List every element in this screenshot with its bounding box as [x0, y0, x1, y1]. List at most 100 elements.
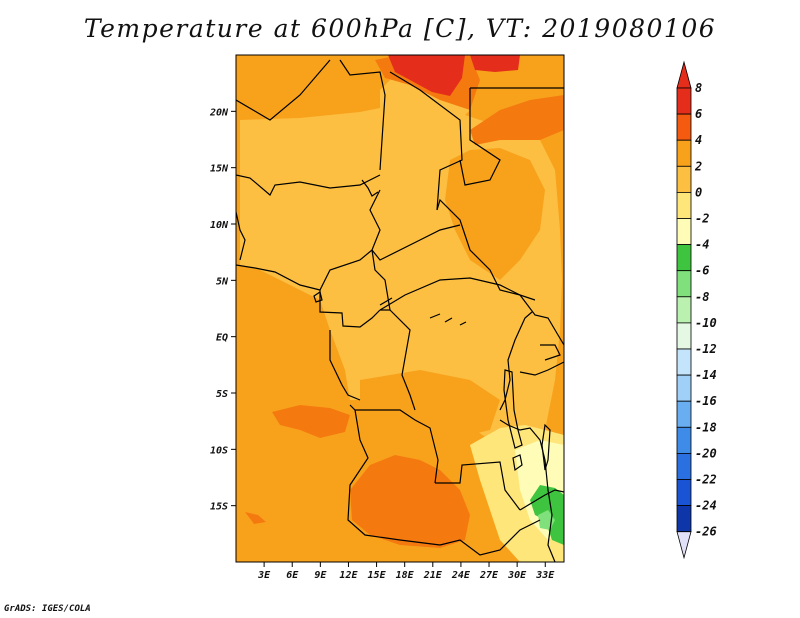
border-line	[519, 361, 564, 376]
lon-tick-label: 27E	[479, 570, 499, 581]
colorbar-swatch	[676, 191, 692, 219]
border-line	[439, 519, 541, 556]
colorbar-label: 4	[695, 133, 702, 147]
colorbar-label: -16	[695, 394, 717, 408]
colorbar-label: -26	[695, 525, 717, 539]
lat-tick-label: 5S	[216, 389, 228, 400]
contour-2-to-4-west	[236, 270, 330, 450]
colorbar-swatch	[676, 400, 692, 428]
contour-2-to-4-center	[360, 370, 500, 445]
colorbar-label: 2	[694, 159, 702, 173]
colorbar-label: -20	[695, 446, 717, 460]
colorbar-label: -10	[695, 316, 717, 330]
border-line	[236, 249, 373, 291]
temperature-field	[236, 55, 564, 562]
colorbar-swatch	[676, 479, 692, 507]
colorbar-swatch	[676, 270, 692, 298]
border-line	[369, 189, 461, 261]
border-line	[329, 330, 361, 401]
lon-tick-label: 33E	[535, 570, 555, 581]
colorbar-swatch	[676, 87, 692, 115]
border-line	[339, 59, 386, 171]
border-line	[436, 198, 536, 301]
border-line	[540, 344, 561, 361]
lon-tick-label: 15E	[368, 570, 387, 581]
border-line	[371, 249, 391, 311]
lat-tick-label: 20N	[209, 107, 229, 118]
border-line	[389, 309, 416, 411]
lake-outline	[541, 423, 551, 471]
colorbar-top-arrow	[676, 60, 692, 89]
contour-4-to-6-sw	[245, 512, 266, 524]
border-line	[379, 277, 521, 311]
lon-tick-label: 6E	[286, 570, 299, 581]
colorbar-label: 0	[695, 185, 702, 199]
colorbar-swatch	[676, 113, 692, 141]
coast-line	[379, 297, 467, 326]
border-line	[347, 409, 441, 546]
contour-4-to-6-south	[350, 455, 470, 548]
colorbar-label: -12	[695, 342, 717, 356]
colorbar-swatch	[676, 374, 692, 402]
border-line	[539, 439, 556, 562]
colorbar: 8 6 4 2 0 -2 -4 -6 -8 -10 -12 -14 -16 -18 -20 -22 -24 -26	[676, 60, 717, 560]
colorbar-swatch	[676, 505, 692, 533]
border-line	[236, 174, 381, 196]
axis-ticks: 3E 6E 9E 12E 15E 18E 21E 24E 27E 30E 33E 20N 15N 10N 5…	[209, 107, 555, 581]
colorbar-label: -14	[695, 368, 717, 382]
contour-4-to-6-west	[272, 405, 350, 438]
border-line	[236, 59, 331, 121]
colorbar-label: -4	[695, 238, 709, 252]
colorbar-swatch	[676, 452, 692, 480]
lon-tick-label: 21E	[423, 570, 443, 581]
lon-tick-label: 12E	[339, 570, 358, 581]
colorbar-swatch	[676, 244, 692, 272]
border-line	[236, 211, 246, 261]
colorbar-label: -18	[695, 420, 717, 434]
lat-tick-label: 10S	[210, 445, 228, 456]
lat-tick-label: 10N	[210, 220, 229, 231]
lon-tick-label: 30E	[507, 570, 527, 581]
lat-tick-label: EQ	[216, 333, 228, 344]
border-line	[519, 294, 564, 346]
colorbar-label: -2	[695, 212, 709, 226]
lon-tick-label: 24E	[451, 570, 471, 581]
lat-tick-label: 15S	[210, 502, 228, 513]
colorbar-swatch	[676, 139, 692, 167]
border-line	[459, 88, 501, 186]
colorbar-swatch	[676, 426, 692, 454]
colorbar-swatch	[676, 296, 692, 324]
border-line	[499, 419, 541, 441]
border-line	[519, 489, 564, 511]
colorbar-label: -24	[695, 499, 717, 513]
colorbar-swatch	[676, 165, 692, 193]
lon-tick-label: 18E	[396, 570, 415, 581]
lake-outline	[503, 369, 523, 449]
colorbar-swatch	[676, 322, 692, 350]
contour-4-to-6-ne	[470, 95, 564, 145]
colorbar-swatch	[676, 218, 692, 246]
border-line	[361, 179, 379, 197]
colorbar-label: 6	[695, 107, 702, 121]
lat-tick-label: 5N	[216, 276, 229, 287]
contour-6-to-8-b	[470, 55, 520, 72]
colorbar-swatch	[676, 348, 692, 376]
contour-2-to-4-northeast	[445, 148, 545, 280]
contour-2-to-4-north	[236, 55, 390, 118]
map-title: Temperature at 600hPa [C], VT: 201908010…	[83, 14, 717, 43]
colorbar-label: -22	[695, 473, 717, 487]
colorbar-bottom-arrow	[676, 531, 692, 560]
grads-credit: GrADS: IGES/COLA	[4, 604, 91, 614]
lon-tick-label: 9E	[314, 570, 327, 581]
lake-outline	[313, 291, 323, 303]
border-line	[319, 290, 381, 328]
border-line	[389, 71, 463, 211]
lake-outline	[512, 454, 523, 472]
colorbar-label: -6	[695, 264, 709, 278]
country-borders	[236, 59, 564, 562]
contour-0-to-2-north	[380, 70, 470, 140]
lon-tick-label: 3E	[257, 570, 271, 581]
colorbar-label: 8	[695, 81, 702, 95]
lat-tick-label: 15N	[210, 164, 229, 175]
